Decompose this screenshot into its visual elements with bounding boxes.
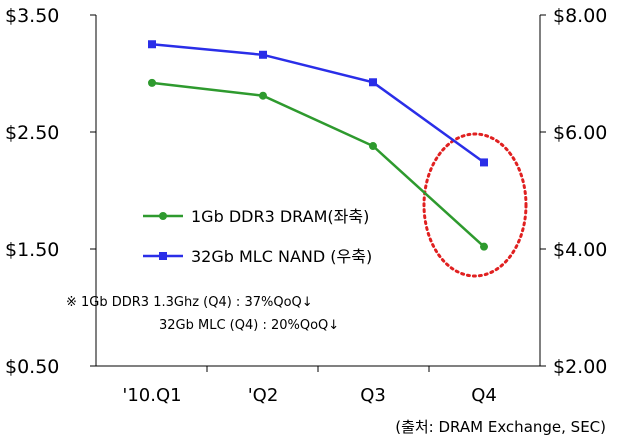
series-line-dram <box>151 81 485 248</box>
x-tick-label: '10.Q1 <box>122 385 181 406</box>
annotation-line-2: 32Gb MLC (Q4) : 20%QoQ↓ <box>159 318 339 333</box>
data-point-nand <box>259 50 267 59</box>
legend: 1Gb DDR3 DRAM(좌축) 32Gb MLC NAND (우축) <box>143 207 372 266</box>
x-axis-ticks: '10.Q1 'Q2 Q3 Q4 <box>122 366 497 406</box>
data-point-dram <box>148 78 156 87</box>
series-layer <box>148 40 488 251</box>
source-note: (출처: DRAM Exchange, SEC) <box>395 418 606 436</box>
legend-label-dram: 1Gb DDR3 DRAM(좌축) <box>191 207 369 226</box>
right-tick-label: $2.00 <box>553 356 607 378</box>
right-tick-label: $8.00 <box>553 5 607 27</box>
series-line-nand <box>151 43 485 164</box>
right-tick-label: $4.00 <box>553 239 607 261</box>
data-point-dram <box>480 242 488 251</box>
x-tick-label: 'Q2 <box>248 385 279 406</box>
legend-label-nand: 32Gb MLC NAND (우축) <box>191 247 372 266</box>
left-tick-label: $0.50 <box>5 356 59 378</box>
legend-item-dram: 1Gb DDR3 DRAM(좌축) <box>143 207 369 226</box>
x-tick-label: Q4 <box>471 385 497 406</box>
right-axis-ticks: $8.00 $6.00 $4.00 $2.00 <box>540 5 607 378</box>
left-tick-label: $2.50 <box>5 122 59 144</box>
data-point-nand <box>148 40 156 49</box>
data-point-dram <box>259 91 267 100</box>
q4-highlight-ellipse <box>422 132 528 278</box>
data-point-nand <box>480 158 488 167</box>
x-tick-label: Q3 <box>360 385 386 406</box>
legend-item-nand: 32Gb MLC NAND (우축) <box>143 247 372 266</box>
left-axis-ticks: $3.50 $2.50 $1.50 $0.50 <box>5 5 96 378</box>
data-point-nand <box>369 78 377 87</box>
right-tick-label: $6.00 <box>553 122 607 144</box>
data-point-dram <box>369 142 377 151</box>
left-tick-label: $3.50 <box>5 5 59 27</box>
annotation-line-1: ※ 1Gb DDR3 1.3Ghz (Q4) : 37%QoQ↓ <box>66 295 313 310</box>
left-tick-label: $1.50 <box>5 239 59 261</box>
